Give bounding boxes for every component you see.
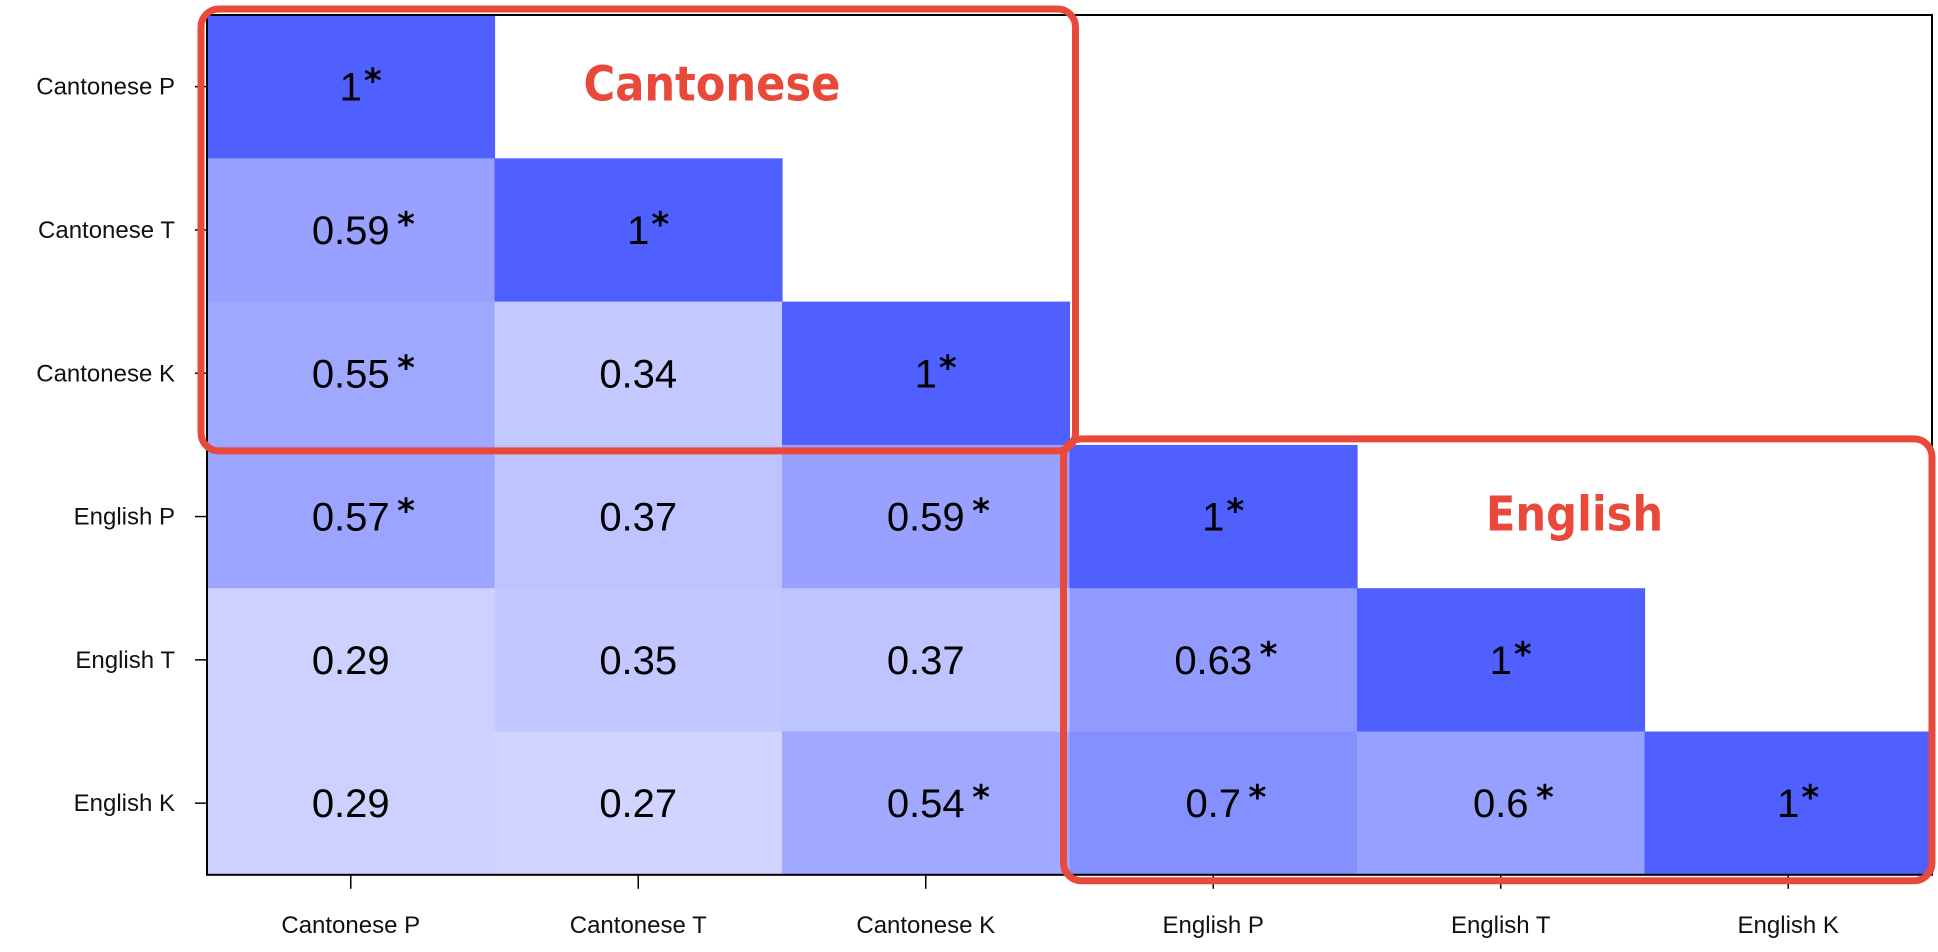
cell-value-5-5: 1 bbox=[1777, 782, 1799, 826]
cell-value-3-3: 1 bbox=[1202, 496, 1224, 540]
significance-star-5-5: * bbox=[1801, 778, 1819, 818]
x-tick-label-5: English K bbox=[1738, 912, 1839, 939]
heatmap-cell-3-0 bbox=[207, 444, 496, 589]
heatmap-cell-4-4 bbox=[1357, 588, 1646, 733]
cell-value-1-1: 1 bbox=[627, 209, 649, 253]
highlight-groups: Cantonese English bbox=[197, 5, 1936, 885]
y-tick-label-2: Cantonese K bbox=[36, 360, 175, 387]
significance-star-5-4: * bbox=[1536, 778, 1554, 818]
cell-value-5-3: 0.7 bbox=[1185, 782, 1241, 826]
x-tick-label-3: English P bbox=[1163, 912, 1264, 939]
significance-star-2-2: * bbox=[939, 348, 957, 388]
y-tick-label-0: Cantonese P bbox=[36, 74, 175, 101]
heatmap-cell-2-2 bbox=[782, 301, 1071, 446]
english-group-label: English bbox=[1486, 487, 1663, 543]
significance-star-3-2: * bbox=[972, 492, 990, 532]
cell-value-5-0: 0.29 bbox=[312, 782, 390, 826]
heatmap-cell-4-1 bbox=[494, 588, 783, 733]
heatmap-cell-2-1 bbox=[494, 301, 783, 446]
x-tick-label-0: Cantonese P bbox=[281, 912, 420, 939]
cantonese-group-outline bbox=[197, 5, 1079, 455]
x-tick-label-4: English T bbox=[1451, 912, 1551, 939]
cantonese-group-label: Cantonese bbox=[584, 57, 841, 113]
heatmap-cell-5-3 bbox=[1069, 731, 1358, 876]
significance-star-1-1: * bbox=[651, 205, 669, 245]
y-tick-label-1: Cantonese T bbox=[38, 217, 175, 244]
heatmap-cell-4-3 bbox=[1069, 588, 1358, 733]
cell-value-0-0: 1 bbox=[340, 66, 362, 110]
cell-value-3-2: 0.59 bbox=[887, 496, 965, 540]
axes: Cantonese P Cantonese P Cantonese T Cantone… bbox=[36, 74, 1839, 939]
heatmap-cells: 1 *0.59 * 1 *0.55 * 0.34 1 *0.57 * 0.37 0.59 * 1 *0.29… bbox=[207, 15, 1933, 876]
significance-star-2-0: * bbox=[397, 348, 415, 388]
cell-value-4-2: 0.37 bbox=[887, 639, 965, 683]
heatmap-cell-2-0 bbox=[207, 301, 496, 446]
heatmap-cell-3-3 bbox=[1069, 444, 1358, 589]
cell-value-2-2: 1 bbox=[915, 352, 937, 396]
heatmap-cell-0-0 bbox=[207, 15, 496, 159]
english-group-outline bbox=[1060, 435, 1936, 885]
x-tick-label-2: Cantonese K bbox=[856, 912, 995, 939]
cell-value-3-0: 0.57 bbox=[312, 496, 390, 540]
significance-star-5-2: * bbox=[972, 778, 990, 818]
heatmap-cell-5-0 bbox=[207, 731, 496, 876]
significance-star-5-3: * bbox=[1249, 778, 1267, 818]
heatmap-cell-3-2 bbox=[782, 444, 1071, 589]
heatmap-cell-3-1 bbox=[494, 444, 783, 589]
heatmap-cell-4-2 bbox=[782, 588, 1071, 733]
cell-value-3-1: 0.37 bbox=[599, 496, 677, 540]
significance-star-4-3: * bbox=[1260, 635, 1278, 675]
x-tick-label-1: Cantonese T bbox=[570, 912, 707, 939]
heatmap-cell-1-0 bbox=[207, 158, 496, 303]
y-tick-label-3: English P bbox=[74, 504, 175, 531]
cell-value-5-4: 0.6 bbox=[1473, 782, 1529, 826]
cell-value-5-2: 0.54 bbox=[887, 782, 965, 826]
cell-value-4-4: 1 bbox=[1490, 639, 1512, 683]
significance-star-4-4: * bbox=[1514, 635, 1532, 675]
significance-star-3-0: * bbox=[397, 492, 415, 532]
y-tick-label-4: English T bbox=[75, 647, 175, 674]
cell-value-4-1: 0.35 bbox=[599, 639, 677, 683]
cell-value-4-3: 0.63 bbox=[1174, 639, 1252, 683]
significance-star-1-0: * bbox=[397, 205, 415, 245]
cell-value-5-1: 0.27 bbox=[599, 782, 677, 826]
heatmap-cell-5-4 bbox=[1357, 731, 1646, 876]
cell-value-4-0: 0.29 bbox=[312, 639, 390, 683]
heatmap-cell-5-5 bbox=[1644, 731, 1933, 876]
cell-value-1-0: 0.59 bbox=[312, 209, 390, 253]
heatmap-cell-5-1 bbox=[494, 731, 783, 876]
heatmap-cell-5-2 bbox=[782, 731, 1071, 876]
significance-star-3-3: * bbox=[1226, 492, 1244, 532]
significance-star-0-0: * bbox=[364, 62, 382, 102]
heatmap-cell-4-0 bbox=[207, 588, 496, 733]
cell-value-2-1: 0.34 bbox=[599, 352, 677, 396]
y-tick-label-5: English K bbox=[74, 790, 175, 817]
cell-value-2-0: 0.55 bbox=[312, 352, 390, 396]
heatmap-cell-1-1 bbox=[494, 158, 783, 303]
